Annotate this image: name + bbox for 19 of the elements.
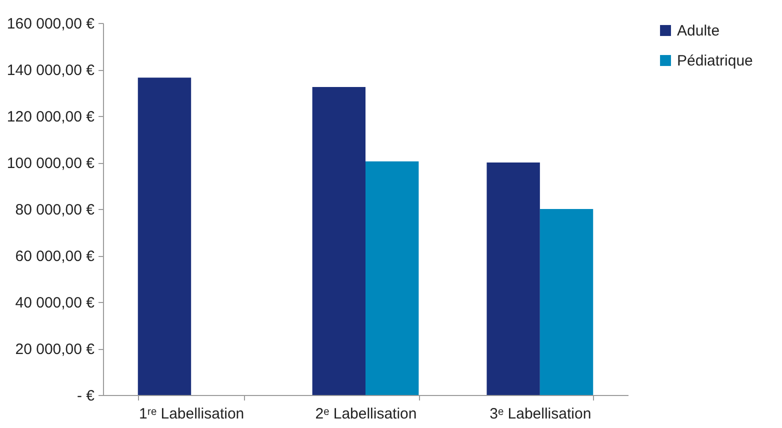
y-tick-label: 40 000,00 € xyxy=(15,294,96,312)
bar xyxy=(312,86,366,395)
legend-label: Adulte xyxy=(677,22,720,40)
y-tick-label: - € xyxy=(76,388,96,404)
y-tick-label: 100 000,00 € xyxy=(6,155,96,172)
y-tick-label: 60 000,00 € xyxy=(15,248,96,265)
x-tick-label: 1ʳᵉ Labellisation xyxy=(139,406,244,422)
bar xyxy=(540,209,594,395)
x-tick-label: 2ᵉ Labellisation xyxy=(315,406,417,422)
y-tick-label: 120 000,00 € xyxy=(6,108,96,126)
bar xyxy=(366,161,419,395)
y-tick-label: 80 000,00 € xyxy=(15,202,96,218)
legend-label: Pédiatrique xyxy=(677,52,753,70)
y-tick-label: 160 000,00 € xyxy=(6,16,96,32)
y-tick-label: 140 000,00 € xyxy=(6,62,96,79)
x-tick-label: 3ᵉ Labellisation xyxy=(490,406,592,422)
y-tick-label: 20 000,00 € xyxy=(15,341,96,358)
bar xyxy=(486,162,540,395)
bar xyxy=(138,78,192,395)
